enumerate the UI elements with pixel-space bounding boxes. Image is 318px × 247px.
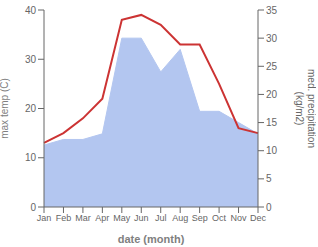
svg-text:Aug: Aug (172, 213, 188, 223)
svg-text:date (month): date (month) (118, 233, 185, 245)
svg-text:Feb: Feb (56, 213, 72, 223)
svg-text:med. precipitation(kg/m2): med. precipitation(kg/m2) (294, 69, 310, 148)
svg-text:40: 40 (25, 5, 37, 16)
svg-text:Mar: Mar (75, 213, 91, 223)
svg-text:35: 35 (266, 5, 278, 16)
svg-text:Jan: Jan (37, 213, 52, 223)
svg-text:30: 30 (266, 33, 278, 44)
svg-text:Oct: Oct (212, 213, 227, 223)
svg-text:20: 20 (25, 103, 37, 114)
svg-text:max temp (C): max temp (C) (8, 78, 10, 139)
svg-text:10: 10 (25, 152, 37, 163)
svg-text:Jun: Jun (134, 213, 149, 223)
svg-text:25: 25 (266, 61, 278, 72)
svg-text:0: 0 (30, 202, 36, 213)
svg-text:0: 0 (266, 202, 272, 213)
svg-text:Nov: Nov (231, 213, 248, 223)
svg-text:20: 20 (266, 89, 278, 100)
svg-text:Sep: Sep (192, 213, 208, 223)
svg-text:5: 5 (266, 173, 272, 184)
svg-text:10: 10 (266, 145, 278, 156)
svg-text:Dec: Dec (250, 213, 267, 223)
svg-text:15: 15 (266, 117, 278, 128)
svg-text:Jul: Jul (155, 213, 167, 223)
svg-text:Apr: Apr (95, 213, 109, 223)
svg-text:30: 30 (25, 54, 37, 65)
svg-text:May: May (113, 213, 131, 223)
